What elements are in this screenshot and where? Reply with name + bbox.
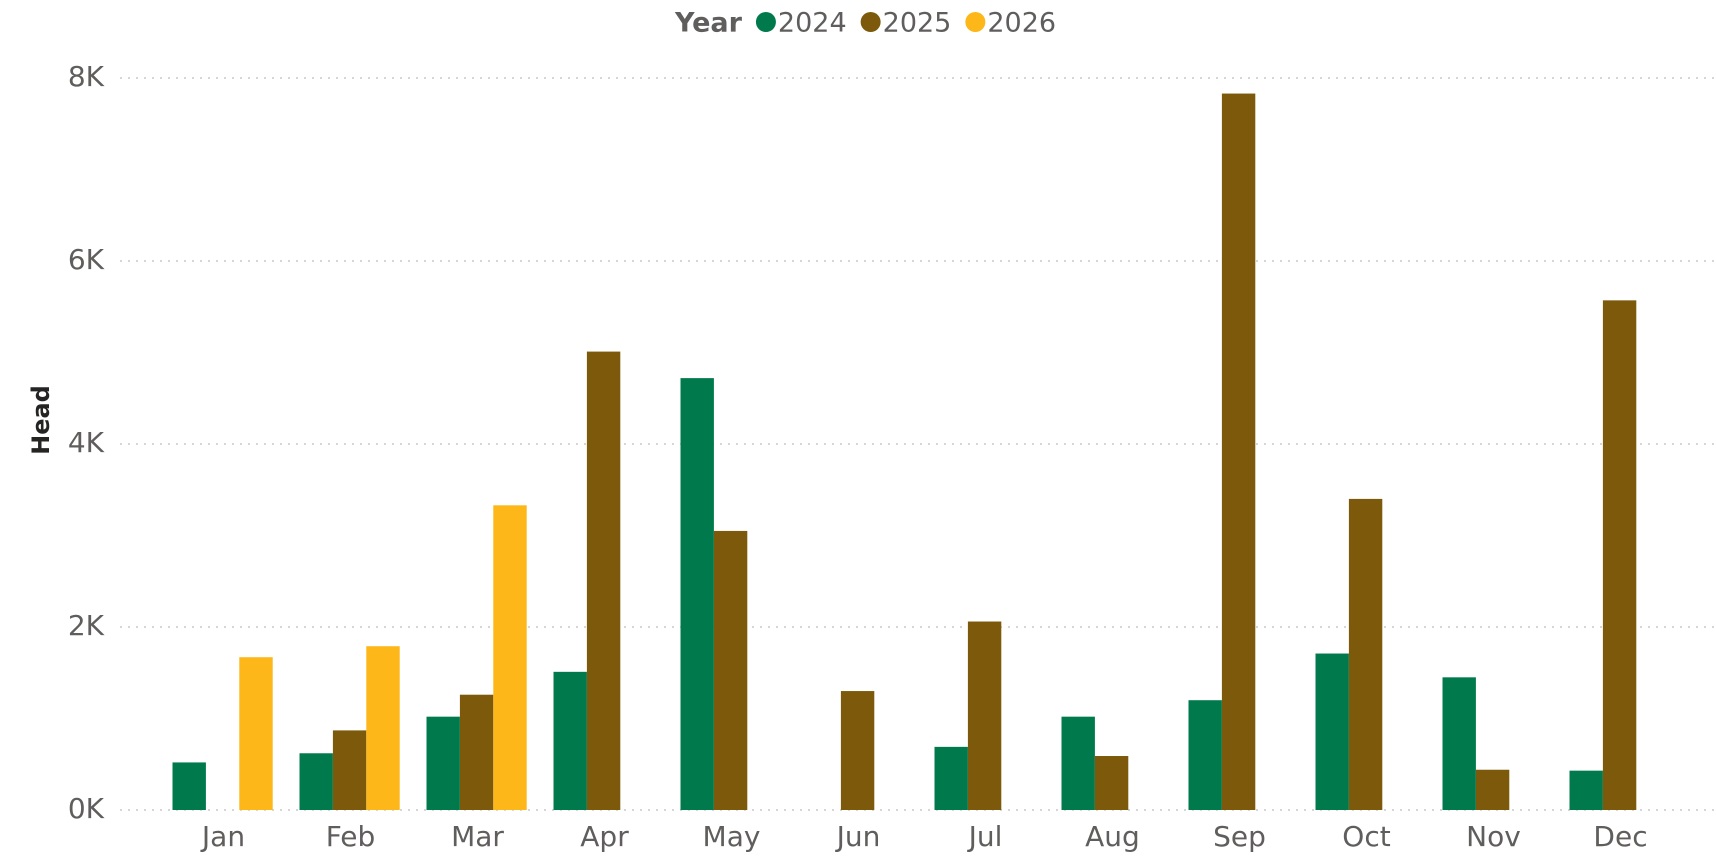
bar <box>299 753 333 810</box>
x-tick-label: Mar <box>451 820 504 853</box>
x-tick-label: Jul <box>967 820 1003 853</box>
legend-marker <box>860 12 881 32</box>
bar <box>1315 653 1349 810</box>
legend-title: Year <box>674 8 743 39</box>
bar <box>967 621 1002 810</box>
bar <box>1602 300 1637 810</box>
x-tick-label: Feb <box>326 820 376 853</box>
bar <box>366 646 400 810</box>
legend-marker <box>965 12 986 32</box>
x-tick-label: May <box>703 820 761 853</box>
x-tick-label: Aug <box>1085 820 1140 853</box>
x-tick-label: Oct <box>1342 820 1390 853</box>
legend-label: 2025 <box>883 8 952 39</box>
x-tick-label: Jan <box>200 820 245 853</box>
bar <box>713 530 748 810</box>
bar <box>1094 756 1129 810</box>
bar <box>459 694 494 810</box>
y-axis-label: Head <box>27 385 55 455</box>
y-tick-label: 8K <box>68 60 105 93</box>
bar <box>680 378 714 810</box>
y-tick-label: 2K <box>68 609 105 642</box>
bar <box>1569 770 1603 810</box>
x-tick-label: Apr <box>580 820 629 853</box>
bar <box>426 716 460 810</box>
legend-marker <box>755 12 776 32</box>
x-tick-label: Dec <box>1593 820 1647 853</box>
x-tick-label: Nov <box>1466 820 1521 853</box>
bar <box>493 505 527 810</box>
x-tick-label: Jun <box>835 820 881 853</box>
y-tick-label: 6K <box>68 243 105 276</box>
legend-label: 2024 <box>778 8 847 39</box>
bar <box>840 691 875 810</box>
bar <box>1348 498 1383 810</box>
bar <box>1442 677 1476 810</box>
x-tick-label: Sep <box>1213 820 1266 853</box>
bar <box>1475 769 1510 810</box>
bar <box>586 351 621 810</box>
bar <box>934 746 968 810</box>
legend-label: 2026 <box>987 8 1056 39</box>
y-tick-label: 4K <box>68 426 105 459</box>
bar <box>332 730 367 810</box>
bar <box>553 671 587 810</box>
y-tick-label: 0K <box>68 792 105 825</box>
bar <box>239 657 273 810</box>
bar <box>1188 700 1222 810</box>
bar <box>1061 716 1095 810</box>
bar <box>1221 93 1256 811</box>
bar <box>172 762 206 810</box>
